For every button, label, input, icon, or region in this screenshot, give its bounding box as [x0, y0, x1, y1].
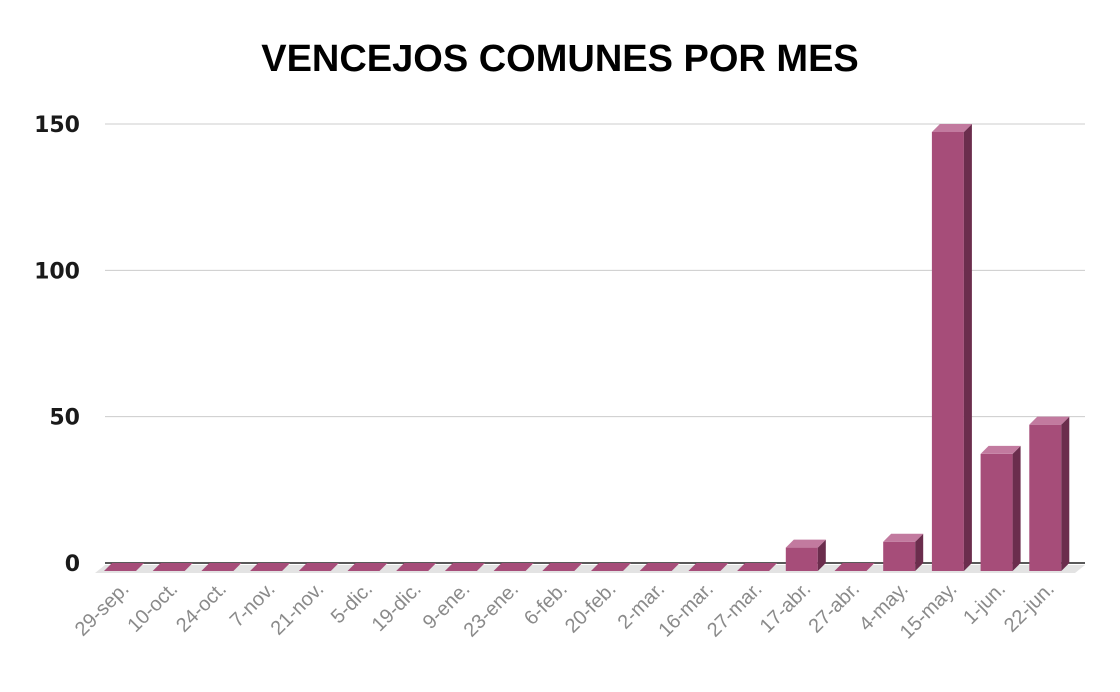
y-tick-label: 100	[34, 259, 80, 284]
bar	[883, 533, 924, 571]
x-tick-label: 29-sep.	[71, 578, 134, 641]
bar	[785, 539, 826, 571]
bar	[737, 563, 778, 571]
bar	[688, 563, 729, 571]
x-tick-label: 21-nov.	[267, 578, 329, 640]
bar	[493, 563, 534, 571]
bar	[396, 563, 437, 571]
bar	[834, 563, 875, 571]
y-tick-label: 50	[49, 406, 80, 431]
bar	[298, 563, 339, 571]
bar	[347, 563, 388, 571]
x-tick-label: 27-mar.	[703, 578, 767, 642]
x-tick-label: 23-ene.	[460, 578, 524, 642]
bar	[639, 563, 680, 571]
bar	[931, 124, 972, 571]
bar	[591, 563, 631, 571]
x-tick-label: 22-jun.	[1000, 578, 1059, 637]
bar	[201, 563, 242, 571]
bar	[250, 563, 291, 571]
x-tick-label: 27-abr.	[804, 578, 864, 638]
bar	[980, 445, 1021, 571]
x-tick-label: 17-abr.	[756, 578, 816, 638]
bar	[152, 563, 193, 571]
x-tick-label: 10-oct.	[123, 578, 182, 637]
x-tick-label: 19-dic.	[368, 578, 426, 636]
chart-title: VENCEJOS COMUNES POR MES	[261, 38, 859, 80]
x-tick-label: 24-oct.	[172, 578, 231, 637]
bar	[444, 563, 485, 571]
y-tick-label: 150	[34, 113, 80, 138]
bar	[104, 563, 144, 571]
x-tick-label: 20-feb.	[561, 578, 621, 638]
bar	[1029, 416, 1070, 571]
bar	[542, 563, 583, 571]
y-tick-label: 0	[65, 552, 80, 577]
